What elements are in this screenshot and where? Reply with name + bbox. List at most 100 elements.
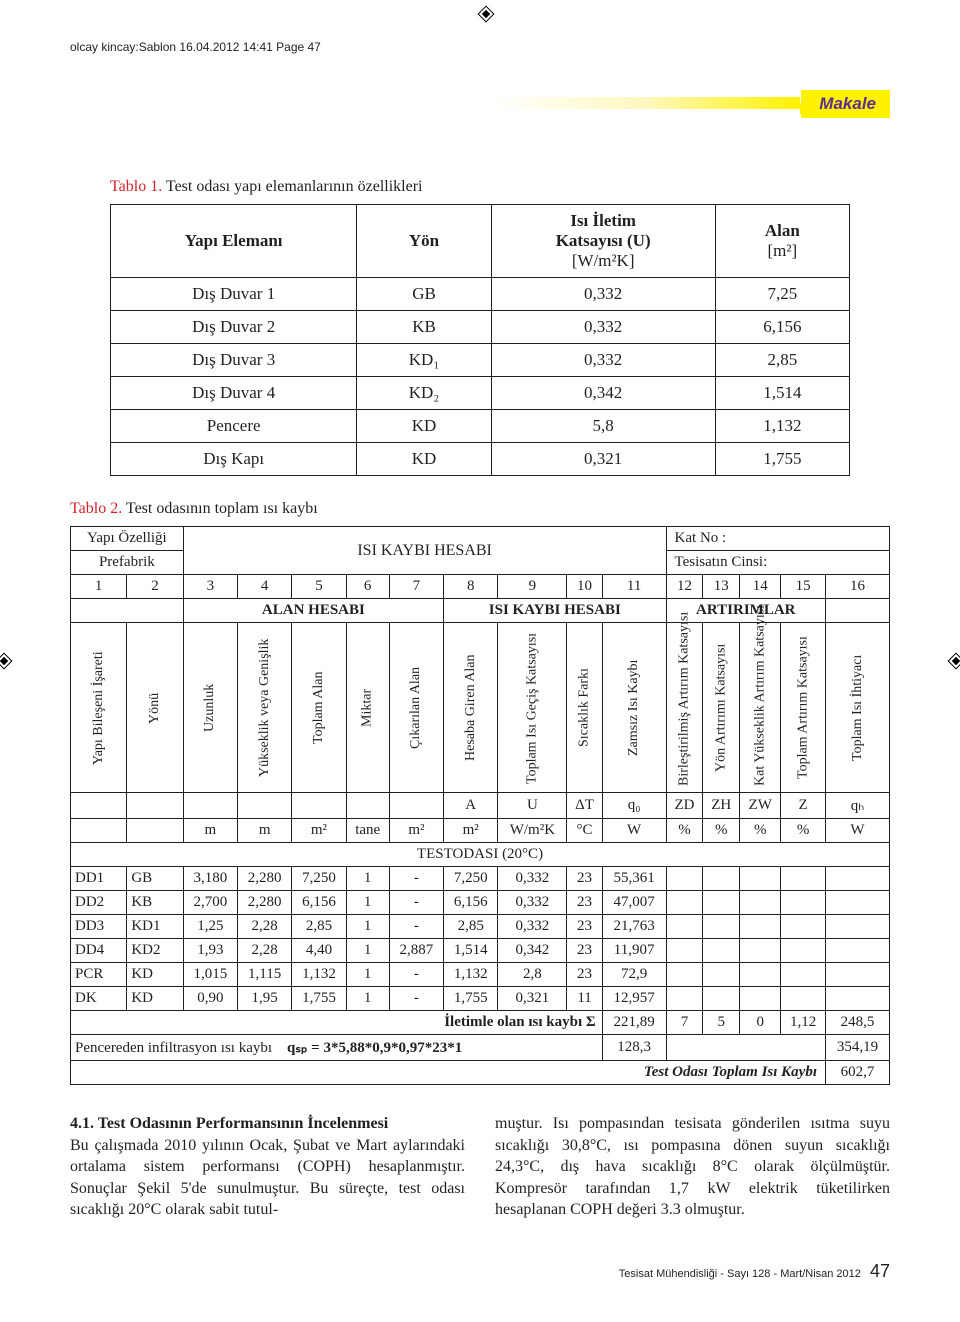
t1-cell: Dış Duvar 1 <box>111 278 357 311</box>
print-header: olcay kincay:Sablon 16.04.2012 14:41 Pag… <box>70 40 890 54</box>
t2-vlabel: Uzunluk <box>183 623 237 793</box>
t2-vlabel: Birleştirilmiş Artırım Katsayısı <box>666 623 703 793</box>
t2-sum-2: 5 <box>703 1011 740 1035</box>
t1-cell: Pencere <box>111 410 357 443</box>
t2-cell <box>781 939 826 963</box>
t2-sum-5: 248,5 <box>826 1011 890 1035</box>
t2-vlabel: Toplam Alan <box>292 623 346 793</box>
t2-cell: 23 <box>567 963 602 987</box>
t2-vlabel: Miktar <box>346 623 389 793</box>
t2-sym: ZH <box>703 793 740 819</box>
t2-cell: KD1 <box>127 915 183 939</box>
t2-cell: 1 <box>346 867 389 891</box>
t2-cell: 0,321 <box>498 987 567 1011</box>
t2-total-label: Test Odası Toplam Isı Kaybı <box>71 1061 826 1085</box>
t2-unit: tane <box>346 819 389 843</box>
body-left-text: Bu çalışmada 2010 yılının Ocak, Şubat ve… <box>70 1137 465 1219</box>
t2-cell: 0,90 <box>183 987 237 1011</box>
t2-cell: 2,280 <box>238 891 292 915</box>
t2-vlabel: Toplam Isı İhtiyacı <box>826 623 890 793</box>
t2-cell: 2,280 <box>238 867 292 891</box>
t2-cell: - <box>389 915 443 939</box>
t1-cell: KD <box>357 443 491 476</box>
t2-cell: 72,9 <box>602 963 666 987</box>
t1-cell: 1,755 <box>715 443 849 476</box>
t2-cell: 6,156 <box>292 891 346 915</box>
t1-cell: KD <box>357 410 491 443</box>
t2-cell: 1 <box>346 939 389 963</box>
table1: Yapı Elemanı Yön Isı İletim Katsayısı (U… <box>110 204 850 476</box>
t2-cell: 1,115 <box>238 963 292 987</box>
t2-cell <box>826 987 890 1011</box>
t2-cell <box>666 891 703 915</box>
t2-sym <box>292 793 346 819</box>
t1-cell: 5,8 <box>491 410 715 443</box>
t2-sym <box>127 793 183 819</box>
t2-cell <box>781 987 826 1011</box>
t2-cell: 55,361 <box>602 867 666 891</box>
t2-sym: ZW <box>740 793 781 819</box>
t1-h3b: Katsayısı (U) <box>502 231 705 251</box>
t2-sec-b: ISI KAYBI HESABI <box>444 599 666 623</box>
t2-inf-v2: 354,19 <box>826 1035 890 1061</box>
t2-cell: 1 <box>346 987 389 1011</box>
t2-colnum: 16 <box>826 575 890 599</box>
t2-cell: 2,85 <box>444 915 498 939</box>
t2-cell: 2,700 <box>183 891 237 915</box>
badge-decor <box>490 97 800 109</box>
t2-cell: 1,755 <box>292 987 346 1011</box>
t2-cell: 7,250 <box>292 867 346 891</box>
t2-cell: 0,332 <box>498 867 567 891</box>
t2-unit: W <box>826 819 890 843</box>
t2-vlabel: Yapı Bileşeni İşareti <box>71 623 127 793</box>
t2-cell: KB <box>127 891 183 915</box>
t2-cell <box>826 939 890 963</box>
t2-cell: DD3 <box>71 915 127 939</box>
t2-cell: 1,132 <box>444 963 498 987</box>
t2-cell: - <box>389 987 443 1011</box>
t2-sym: Z <box>781 793 826 819</box>
t2-cell: 23 <box>567 939 602 963</box>
t1-cell: GB <box>357 278 491 311</box>
t2-cell: 2,28 <box>238 915 292 939</box>
t2-cell <box>781 891 826 915</box>
t2-cell: 12,957 <box>602 987 666 1011</box>
body-right-col: muştur. Isı pompasından tesisata gönderi… <box>495 1113 890 1221</box>
table1-caption-label: Tablo 1. <box>110 178 162 195</box>
t2-cell: - <box>389 891 443 915</box>
t2-cell <box>666 963 703 987</box>
t2-cell: 1 <box>346 963 389 987</box>
t2-cell: 1,132 <box>292 963 346 987</box>
t2-cell <box>740 939 781 963</box>
section-heading: 4.1. Test Odasının Performansının İncele… <box>70 1115 388 1132</box>
t2-colnum: 13 <box>703 575 740 599</box>
t2-cell: - <box>389 867 443 891</box>
t2-topright2: Tesisatın Cinsi: <box>666 551 889 575</box>
t2-cell: 1,93 <box>183 939 237 963</box>
t2-sym <box>238 793 292 819</box>
t2-cell: PCR <box>71 963 127 987</box>
t2-sum-0: 221,89 <box>602 1011 666 1035</box>
t1-cell: 0,332 <box>491 311 715 344</box>
t2-sym: q₀ <box>602 793 666 819</box>
t2-cell: 23 <box>567 867 602 891</box>
t2-cell: KD <box>127 963 183 987</box>
t1-cell: KD₂ <box>357 377 491 410</box>
t2-inf-v1: 128,3 <box>602 1035 666 1061</box>
t2-cell: 3,180 <box>183 867 237 891</box>
t2-unit <box>127 819 183 843</box>
t2-blank1 <box>71 599 184 623</box>
t2-unit: W/m²K <box>498 819 567 843</box>
t2-unit: % <box>666 819 703 843</box>
t1-h3a: Isı İletim <box>502 211 705 231</box>
t1-h1: Yapı Elemanı <box>111 205 357 278</box>
t2-cell: KD <box>127 987 183 1011</box>
table1-caption-text: Test odası yapı elemanlarının özellikler… <box>162 178 422 195</box>
t2-colnum: 6 <box>346 575 389 599</box>
t2-sum-1: 7 <box>666 1011 703 1035</box>
t2-vlabel: Toplam Isı Geçiş Katsayısı <box>498 623 567 793</box>
body-left-col: 4.1. Test Odasının Performansının İncele… <box>70 1113 465 1221</box>
t2-colnum: 2 <box>127 575 183 599</box>
t2-unit: m² <box>389 819 443 843</box>
t1-cell: 0,332 <box>491 278 715 311</box>
